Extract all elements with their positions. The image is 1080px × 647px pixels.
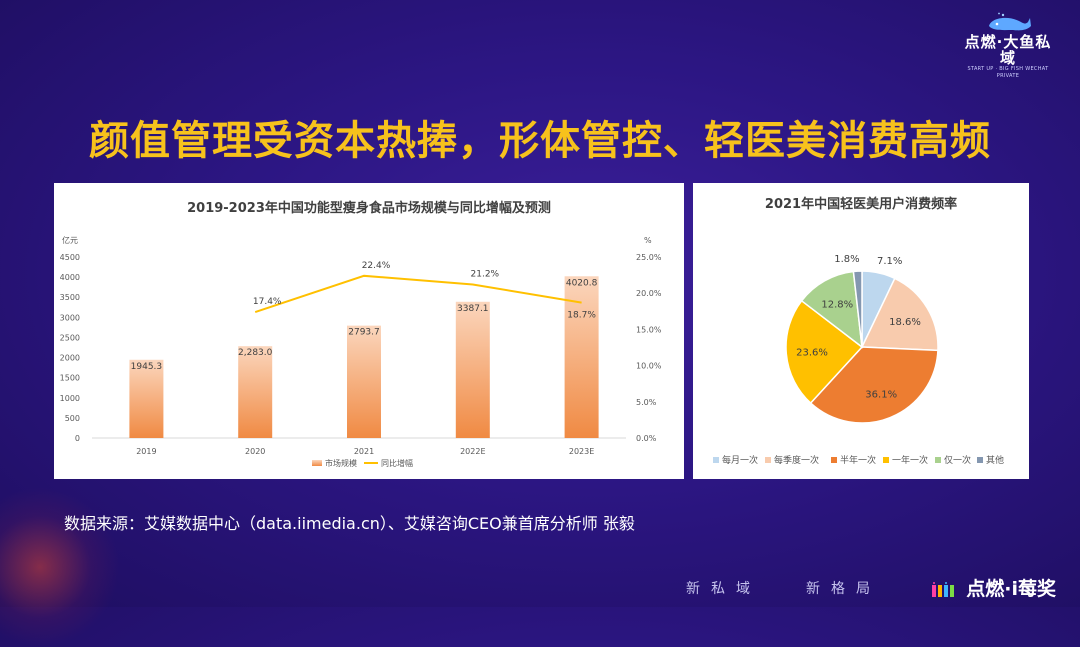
- x-tick: 2021: [354, 447, 374, 456]
- pie-chart-panel: 2021年中国轻医美用户消费频率 7.1% 18.6% 36.1% 23.6% 12.8%…: [693, 183, 1029, 479]
- pie-slice-每季度一次: [860, 277, 939, 352]
- consumption-frequency-chart: 2021年中国轻医美用户消费频率 7.1% 18.6% 36.1% 23.6% 12.8%…: [713, 196, 1004, 466]
- legend-swatch-bar: [312, 460, 322, 466]
- data-source: 数据来源：艾媒数据中心（data.iimedia.cn）、艾媒咨询CEO兼首席分…: [64, 514, 635, 533]
- bar-2020: [238, 346, 273, 438]
- line-data-label: 22.4%: [362, 261, 391, 271]
- line-data-label: 17.4%: [253, 297, 282, 307]
- bar-2021: [347, 325, 381, 438]
- brand-mark-icon: [931, 581, 954, 597]
- pie-data-label: 1.8%: [834, 254, 859, 265]
- x-tick: 2023E: [569, 447, 594, 456]
- legend-label: 每季度一次: [774, 454, 819, 466]
- growth-line: [254, 274, 582, 313]
- footer-brand-text: 点燃·i莓奖: [966, 578, 1056, 600]
- y-left-unit: 亿元: [62, 235, 78, 245]
- legend-swatch: [713, 457, 719, 463]
- bar-data-label: 3387.1: [457, 304, 489, 314]
- y-left-tick: 1500: [60, 374, 80, 383]
- pie-slice-仅一次: [800, 270, 863, 349]
- pie-data-label: 23.6%: [796, 347, 828, 358]
- brand-name: 点燃·大鱼私域: [964, 33, 1052, 67]
- y-right-tick: 20.0%: [636, 289, 662, 298]
- y-right-tick: 0.0%: [636, 434, 657, 443]
- y-right-tick: 25.0%: [636, 253, 662, 262]
- y-right-tick: 15.0%: [636, 325, 662, 334]
- brand-tagline: START UP · BIG FISH WECHAT PRIVATE: [967, 66, 1049, 79]
- legend-swatch: [831, 457, 837, 463]
- y-right-tick: 10.0%: [636, 362, 662, 371]
- legend-swatch: [935, 457, 941, 463]
- footer-slogan-left: 新私域: [686, 581, 761, 597]
- pie-data-label: 18.6%: [889, 317, 921, 328]
- legend-label-bar: 市场规模: [325, 458, 357, 468]
- x-tick: 2019: [136, 447, 156, 456]
- y-left-tick: 500: [65, 414, 80, 423]
- y-left-tick: 4500: [60, 253, 80, 262]
- legend-label: 半年一次: [840, 454, 876, 466]
- bar-data-label: 2,283.0: [238, 348, 273, 358]
- legend-swatch: [883, 457, 889, 463]
- y-left-tick: 1000: [60, 394, 80, 403]
- market-chart-panel: 2019-2023年中国功能型瘦身食品市场规模与同比增幅及预测亿元% 0 500 10…: [54, 183, 684, 479]
- y-left-tick: 3000: [60, 313, 80, 322]
- legend-label: 仅一次: [944, 454, 971, 466]
- pie-slice-其他: [852, 270, 863, 348]
- x-tick: 2020: [245, 447, 265, 456]
- line-data-label: 21.2%: [471, 270, 500, 280]
- y-left-tick: 2500: [60, 333, 80, 342]
- page-title: 颜值管理受资本热捧，形体管控、轻医美消费高频: [89, 118, 991, 164]
- bar-2019: [129, 359, 164, 438]
- bar-2023E: [564, 276, 599, 438]
- footer-slogan-right: 新格局: [806, 581, 881, 597]
- brand-logo: 点燃·大鱼私域 START UP · BIG FISH WECHAT PRIVA…: [958, 12, 1058, 79]
- chart-title: 2021年中国轻医美用户消费频率: [765, 196, 957, 212]
- pie-slice-半年一次: [809, 346, 939, 424]
- y-left-tick: 2000: [60, 354, 80, 363]
- bar-data-label: 2793.7: [348, 328, 380, 338]
- line-data-label: 18.7%: [567, 311, 596, 321]
- bar-2022E: [455, 301, 490, 438]
- chart-title: 2019-2023年中国功能型瘦身食品市场规模与同比增幅及预测: [187, 200, 551, 216]
- legend-label: 一年一次: [892, 454, 928, 466]
- y-left-tick: 4000: [60, 273, 80, 282]
- legend-swatch: [977, 457, 983, 463]
- whale-icon: [989, 12, 1031, 31]
- bar-data-label: 1945.3: [131, 362, 163, 372]
- legend-label: 每月一次: [722, 454, 758, 466]
- pie-data-label: 36.1%: [865, 389, 897, 400]
- pie-data-label: 7.1%: [877, 256, 902, 267]
- pie-data-label: 12.8%: [821, 299, 853, 310]
- y-left-tick: 0: [75, 434, 80, 443]
- legend-swatch: [765, 457, 771, 463]
- y-right-tick: 5.0%: [636, 398, 657, 407]
- pie-slice-一年一次: [785, 299, 864, 405]
- legend-label: 其他: [986, 454, 1004, 466]
- y-right-unit: %: [644, 236, 652, 245]
- footer-brand: 点燃·i莓奖: [931, 574, 1056, 601]
- legend-label-line: 同比增幅: [381, 458, 413, 468]
- bar-data-label: 4020.8: [566, 278, 598, 288]
- y-left-tick: 3500: [60, 293, 80, 302]
- x-tick: 2022E: [460, 447, 485, 456]
